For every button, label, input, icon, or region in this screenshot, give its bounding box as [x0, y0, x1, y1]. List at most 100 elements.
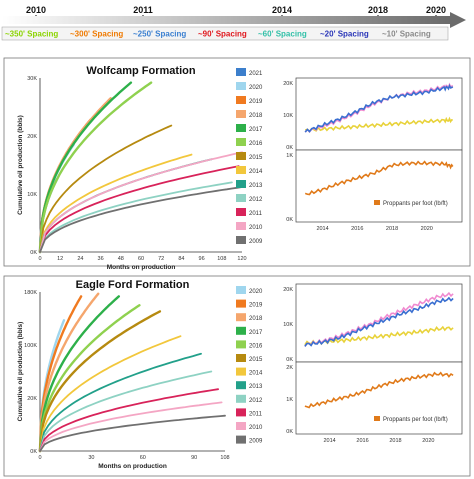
eagleford-series-2010 [39, 401, 223, 452]
wolfcamp-x-tick: 0 [38, 256, 41, 262]
eagleford-legend-swatch [236, 367, 246, 376]
eagleford-y-tick: 20K [27, 396, 37, 402]
wolfcamp-intensity-y-tick: 0K [286, 217, 293, 223]
eagleford-y-label: Cumulative oil production (bbls) [17, 322, 24, 422]
eagleford-design-y-tick: 20K [283, 287, 293, 293]
wolfcamp-x-tick: 108 [217, 256, 226, 262]
eagleford-legend-swatch [236, 408, 246, 417]
wolfcamp-design-series-line [304, 116, 453, 133]
wolfcamp-legend-swatch [236, 82, 246, 90]
wolfcamp-y-label: Cumulative oil production (bbls) [17, 115, 24, 215]
eagleford-intensity-legend-swatch [374, 416, 380, 421]
eagleford-legend-swatch [236, 326, 246, 335]
wolfcamp-legend-swatch [236, 96, 246, 104]
eagleford-legend-swatch [236, 299, 246, 308]
wolfcamp-legend-label: 2013 [249, 183, 263, 189]
eagleford-intensity-x-tick: 2018 [389, 438, 401, 444]
wolfcamp-legend-label: 2020 [249, 85, 263, 91]
eagleford-series-2015 [38, 310, 162, 453]
wolfcamp-legend-swatch [236, 138, 246, 146]
spacing-label: ~90' Spacing [198, 30, 247, 39]
eagleford-intensity-x-tick: 2014 [324, 438, 336, 444]
wolfcamp-intensity-frame [295, 149, 463, 223]
wolfcamp-series-2013 [39, 158, 213, 253]
wolfcamp-legend-label: 2014 [249, 169, 263, 175]
wolfcamp-legend-swatch [236, 208, 246, 216]
timeline-year-label: 2011 [133, 5, 153, 15]
eagleford-x-tick: 30 [88, 455, 94, 461]
wolfcamp-intensity-x-tick: 2020 [421, 226, 433, 232]
eagleford-panel-frame [3, 275, 471, 477]
eagleford-legend-label: 2011 [249, 411, 263, 417]
wolfcamp-y-tick: 30K [27, 76, 37, 82]
wolfcamp-series-2009 [39, 186, 243, 253]
wolfcamp-y-tick: 10K [27, 192, 37, 198]
wolfcamp-design-y-tick: 10K [283, 113, 293, 119]
wolfcamp-x-tick: 72 [158, 256, 164, 262]
eagleford-legend-label: 2012 [249, 398, 263, 404]
timeline-arrow-head [450, 12, 466, 28]
wolfcamp-intensity-legend-label: Proppants per foot (lb/ft) [383, 201, 448, 207]
wolfcamp-intensity-x-tick: 2018 [386, 226, 398, 232]
wolfcamp-x-tick: 12 [57, 256, 63, 262]
wolfcamp-intensity-legend-swatch [374, 200, 380, 205]
eagleford-legend-label: 2017 [249, 330, 263, 336]
wolfcamp-legend-label: 2011 [249, 211, 263, 217]
spacing-label: ~350' Spacing [5, 30, 58, 39]
wolfcamp-design-series-line [304, 83, 454, 133]
eagleford-legend-label: 2013 [249, 384, 263, 390]
timeline-year-label: 2010 [26, 5, 46, 15]
wolfcamp-x-label: Months on production [107, 264, 176, 271]
eagleford-y-tick: 100K [24, 343, 37, 349]
eagleford-series-2019 [38, 295, 83, 453]
eagleford-series-2012 [39, 370, 213, 452]
wolfcamp-intensity-series-line [304, 160, 454, 196]
timeline: 2010 2011 2014 2018 2020 ~350' Spacing ~300' … [1, 5, 466, 41]
eagleford-series-2018 [38, 292, 100, 453]
eagleford-intensity-frame [295, 361, 463, 435]
wolfcamp-legend-label: 2010 [249, 225, 263, 231]
eagleford-legend-label: 2019 [249, 303, 263, 309]
wolfcamp-x-tick: 60 [138, 256, 144, 262]
spacing-label: ~10' Spacing [382, 30, 431, 39]
eagleford-design-y-tick: 0K [286, 357, 293, 363]
wolfcamp-design-y-tick: 20K [283, 81, 293, 87]
eagleford-legend-swatch [236, 381, 246, 390]
wolfcamp-series-2011 [39, 165, 240, 253]
wolfcamp-legend-swatch [236, 110, 246, 118]
wolfcamp-legend-swatch [236, 124, 246, 132]
eagleford-x-tick: 90 [191, 455, 197, 461]
wolfcamp-intensity-y-tick: 1K [286, 153, 293, 159]
eagleford-y-tick: 0K [30, 449, 37, 455]
eagleford-y-tick: 180K [24, 290, 37, 296]
wolfcamp-y-tick: 0K [30, 250, 37, 256]
eagleford-legend-swatch [236, 340, 246, 349]
eagleford-x-label: Months on production [98, 463, 167, 470]
eagleford-intensity-y-tick: 2K [286, 365, 293, 371]
wolfcamp-title: Wolfcamp Formation [86, 65, 195, 77]
wolfcamp-legend-label: 2015 [249, 155, 263, 161]
eagleford-legend-label: 2015 [249, 357, 263, 363]
eagleford-series-2016 [38, 304, 141, 453]
eagleford-intensity-y-tick: 0K [286, 429, 293, 435]
eagleford-legend-swatch [236, 394, 246, 403]
wolfcamp-legend-label: 2016 [249, 141, 263, 147]
timeline-year-label: 2018 [368, 5, 388, 15]
wolfcamp-intensity-x-tick: 2014 [316, 226, 328, 232]
eagleford-title: Eagle Ford Formation [76, 279, 190, 291]
wolfcamp-intensity-x-tick: 2016 [351, 226, 363, 232]
eagleford-legend-swatch [236, 286, 246, 294]
eagleford-legend-swatch [236, 313, 246, 322]
wolfcamp-legend-label: 2012 [249, 197, 263, 203]
eagleford-legend-label: 2010 [249, 425, 263, 431]
eagleford-legend-swatch [236, 422, 246, 430]
eagleford-intensity-x-tick: 2016 [356, 438, 368, 444]
eagleford-intensity-legend-label: Proppants per foot (lb/ft) [383, 417, 448, 423]
wolfcamp-legend-label: 2018 [249, 113, 263, 119]
spacing-label: ~60' Spacing [258, 30, 307, 39]
eagleford-intensity-y-tick: 1K [286, 397, 293, 403]
eagleford-series-2013 [39, 352, 202, 452]
timeline-year-label: 2020 [426, 5, 446, 15]
wolfcamp-legend-swatch [236, 68, 246, 76]
